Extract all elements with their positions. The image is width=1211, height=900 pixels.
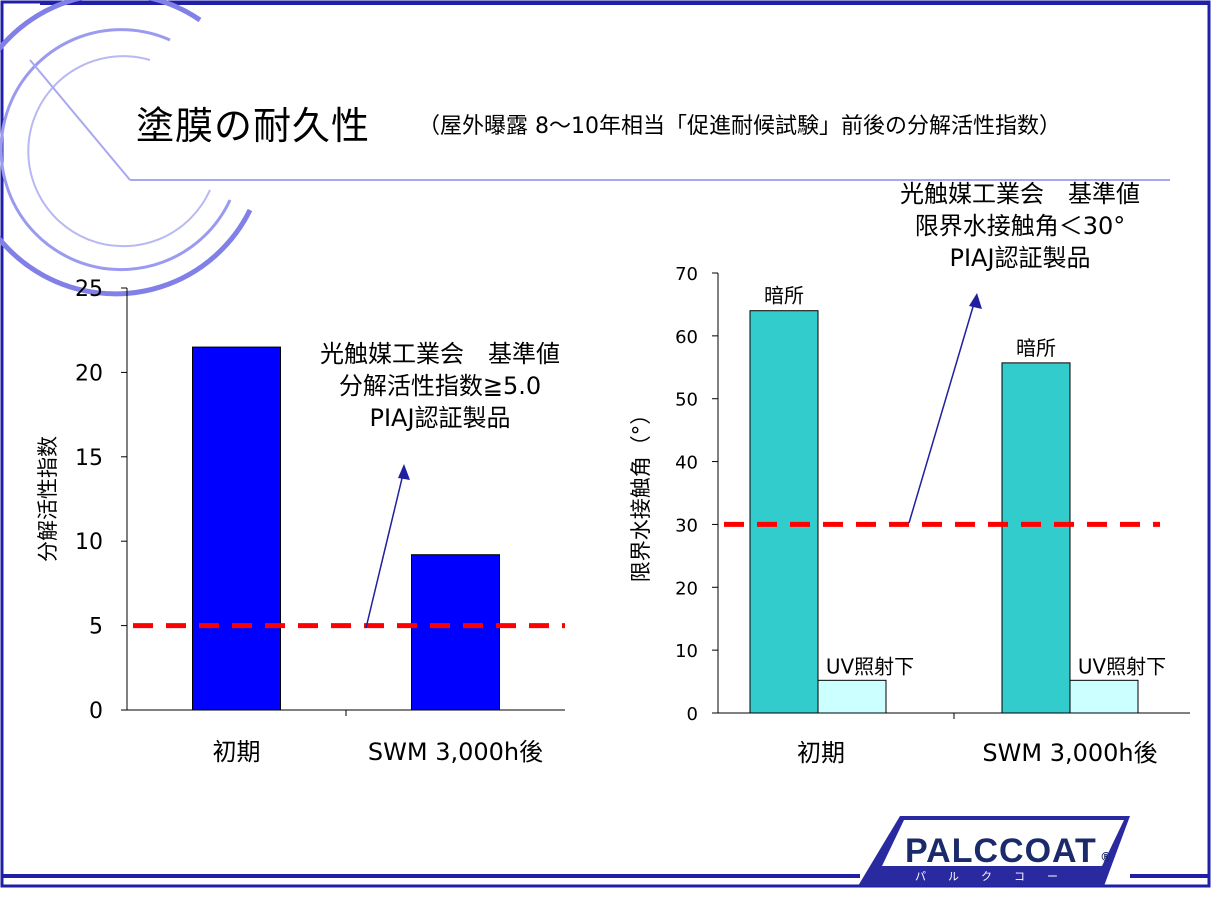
annotation-line: PIAJ認証製品 — [369, 404, 511, 432]
logo-registered-mark: ® — [1100, 850, 1112, 864]
y-tick-label: 0 — [89, 699, 103, 724]
arrow-head — [969, 293, 982, 309]
y-tick-label: 10 — [675, 641, 698, 662]
y-tick-label: 60 — [675, 327, 698, 348]
data-label: 暗所 — [764, 284, 804, 308]
annotation-line: 限界水接触角＜30° — [914, 212, 1126, 240]
y-axis-label: 限界水接触角（°） — [629, 404, 653, 583]
y-tick-label: 40 — [675, 453, 698, 474]
y-tick-label: 25 — [75, 277, 103, 302]
annotation-line: 光触媒工業会 基準値 — [900, 180, 1140, 208]
x-tick-label: 初期 — [797, 739, 845, 767]
y-tick-label: 20 — [675, 578, 698, 599]
x-tick-label: 初期 — [213, 738, 261, 766]
bar — [1069, 679, 1139, 714]
arrow-head — [398, 464, 410, 480]
x-tick-label: SWM 3,000h後 — [368, 738, 543, 766]
decorative-swoosh — [0, 0, 1170, 297]
chart1-annotation: 光触媒工業会 基準値 分解活性指数≧5.0 PIAJ認証製品 — [290, 338, 590, 434]
y-tick-label: 20 — [75, 361, 103, 386]
y-tick-label: 15 — [75, 446, 103, 471]
y-tick-label: 30 — [675, 515, 698, 536]
annotation-line: 光触媒工業会 基準値 — [320, 340, 560, 368]
y-tick-label: 0 — [687, 704, 698, 725]
annotation-arrow — [908, 299, 976, 524]
y-tick-label: 10 — [75, 530, 103, 555]
bar — [1001, 362, 1071, 714]
page-title: 塗膜の耐久性 — [136, 104, 371, 148]
bar — [817, 679, 887, 714]
data-label: UV照射下 — [1078, 654, 1166, 678]
chart2-annotation: 光触媒工業会 基準値 限界水接触角＜30° PIAJ認証製品 — [860, 178, 1180, 274]
data-label: UV照射下 — [826, 654, 914, 678]
bar — [749, 310, 819, 714]
palccoat-logo — [858, 816, 1130, 886]
y-axis-label: 分解活性指数 — [36, 436, 60, 562]
y-tick-label: 50 — [675, 390, 698, 411]
annotation-line: 分解活性指数≧5.0 — [338, 372, 542, 400]
bar — [411, 554, 500, 711]
x-tick-label: SWM 3,000h後 — [982, 739, 1157, 767]
y-tick-label: 5 — [89, 615, 103, 640]
y-tick-label: 70 — [675, 264, 698, 285]
annotation-arrow — [365, 469, 405, 629]
data-label: 暗所 — [1016, 336, 1056, 360]
annotation-line: PIAJ認証製品 — [949, 244, 1091, 272]
logo-text: PALCCOAT — [905, 832, 1097, 870]
page-subtitle: （屋外曝露 8～10年相当「促進耐候試験」前後の分解活性指数） — [418, 114, 1061, 139]
bar — [192, 346, 281, 711]
